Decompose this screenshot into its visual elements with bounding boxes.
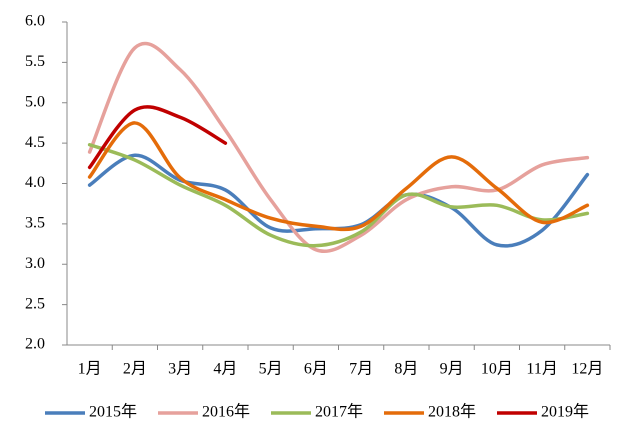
x-tick-label: 11月 bbox=[526, 361, 557, 378]
legend-label: 2016年 bbox=[202, 403, 250, 421]
y-tick-label: 6.0 bbox=[25, 13, 45, 30]
x-tick-label: 9月 bbox=[440, 361, 464, 378]
legend-label: 2017年 bbox=[315, 403, 363, 421]
y-tick-label: 4.0 bbox=[25, 174, 45, 191]
y-tick-label: 4.5 bbox=[25, 134, 45, 151]
x-tick-label: 1月 bbox=[78, 361, 102, 378]
x-tick-label: 6月 bbox=[304, 361, 328, 378]
line-series bbox=[87, 41, 590, 253]
y-tick-label: 3.0 bbox=[25, 255, 45, 272]
y-tick-label: 5.5 bbox=[25, 53, 45, 70]
legend-label: 2015年 bbox=[89, 403, 137, 421]
line-series bbox=[87, 105, 228, 170]
x-tick-label: 12月 bbox=[571, 361, 603, 378]
y-tick-label: 3.5 bbox=[25, 215, 45, 232]
y-tick-label: 2.5 bbox=[25, 295, 45, 312]
line-series bbox=[87, 142, 590, 248]
y-tick-label: 2.0 bbox=[25, 336, 45, 353]
y-tick-label: 5.0 bbox=[25, 93, 45, 110]
x-tick-label: 8月 bbox=[394, 361, 418, 378]
x-tick-label: 2月 bbox=[123, 361, 147, 378]
x-tick-label: 3月 bbox=[168, 361, 192, 378]
x-tick-label: 5月 bbox=[259, 361, 283, 378]
x-tick-label: 7月 bbox=[349, 361, 373, 378]
x-tick-label: 4月 bbox=[213, 361, 237, 378]
legend-label: 2018年 bbox=[428, 403, 476, 421]
line-series bbox=[87, 121, 590, 232]
x-tick-label: 10月 bbox=[481, 361, 513, 378]
legend-label: 2019年 bbox=[541, 403, 589, 421]
